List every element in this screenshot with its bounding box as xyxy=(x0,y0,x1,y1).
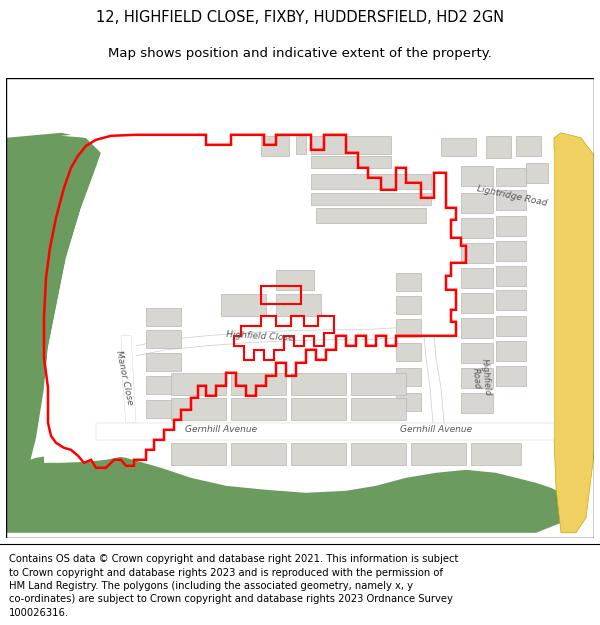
Polygon shape xyxy=(316,208,426,222)
Polygon shape xyxy=(461,166,493,186)
Polygon shape xyxy=(351,372,406,395)
Polygon shape xyxy=(291,442,346,465)
Polygon shape xyxy=(396,393,421,411)
Polygon shape xyxy=(231,398,286,420)
Polygon shape xyxy=(146,352,181,371)
Polygon shape xyxy=(296,136,306,154)
Polygon shape xyxy=(516,136,541,156)
Polygon shape xyxy=(461,368,493,388)
Polygon shape xyxy=(44,132,554,462)
Text: Gernhill Avenue: Gernhill Avenue xyxy=(185,425,257,434)
Polygon shape xyxy=(496,290,526,310)
Polygon shape xyxy=(496,168,526,186)
Polygon shape xyxy=(121,336,136,422)
Polygon shape xyxy=(6,132,101,518)
Polygon shape xyxy=(396,368,421,386)
Polygon shape xyxy=(461,393,493,412)
Text: Lightridge Road: Lightridge Road xyxy=(476,184,548,208)
Polygon shape xyxy=(351,398,406,420)
Polygon shape xyxy=(496,266,526,286)
Polygon shape xyxy=(396,319,421,337)
Polygon shape xyxy=(471,442,521,465)
Polygon shape xyxy=(311,156,391,168)
Polygon shape xyxy=(96,422,554,440)
Polygon shape xyxy=(461,268,493,288)
Polygon shape xyxy=(396,272,421,291)
Polygon shape xyxy=(351,442,406,465)
Polygon shape xyxy=(396,296,421,314)
Polygon shape xyxy=(461,192,493,213)
Text: Contains OS data © Crown copyright and database right 2021. This information is : Contains OS data © Crown copyright and d… xyxy=(9,554,458,564)
Polygon shape xyxy=(486,136,511,158)
Polygon shape xyxy=(171,442,226,465)
Polygon shape xyxy=(526,162,548,182)
Polygon shape xyxy=(396,342,421,361)
Polygon shape xyxy=(554,132,600,532)
Polygon shape xyxy=(291,372,346,395)
Polygon shape xyxy=(276,294,321,316)
Text: HM Land Registry. The polygons (including the associated geometry, namely x, y: HM Land Registry. The polygons (includin… xyxy=(9,581,413,591)
Polygon shape xyxy=(146,376,181,394)
Polygon shape xyxy=(311,174,431,189)
Text: Gernhill Avenue: Gernhill Avenue xyxy=(400,425,472,434)
Polygon shape xyxy=(276,270,314,290)
Polygon shape xyxy=(311,136,391,154)
Polygon shape xyxy=(231,442,286,465)
Polygon shape xyxy=(146,330,181,348)
Text: Manor Close: Manor Close xyxy=(114,349,134,406)
Polygon shape xyxy=(231,372,286,395)
Text: co-ordinates) are subject to Crown copyright and database rights 2023 Ordnance S: co-ordinates) are subject to Crown copyr… xyxy=(9,594,453,604)
Polygon shape xyxy=(411,442,466,465)
Polygon shape xyxy=(291,398,346,420)
Polygon shape xyxy=(221,294,266,316)
Polygon shape xyxy=(461,292,493,312)
Text: 12, HIGHFIELD CLOSE, FIXBY, HUDDERSFIELD, HD2 2GN: 12, HIGHFIELD CLOSE, FIXBY, HUDDERSFIELD… xyxy=(96,11,504,26)
Polygon shape xyxy=(496,190,526,210)
Polygon shape xyxy=(146,400,181,418)
Polygon shape xyxy=(171,372,226,395)
Text: Highfield
Road: Highfield Road xyxy=(470,358,492,398)
Text: Map shows position and indicative extent of the property.: Map shows position and indicative extent… xyxy=(108,48,492,61)
Polygon shape xyxy=(261,136,289,156)
Polygon shape xyxy=(441,138,476,156)
Polygon shape xyxy=(496,366,526,386)
Polygon shape xyxy=(311,192,431,205)
Polygon shape xyxy=(461,217,493,238)
Polygon shape xyxy=(496,241,526,261)
Polygon shape xyxy=(496,316,526,336)
Polygon shape xyxy=(171,398,226,420)
Text: to Crown copyright and database rights 2023 and is reproduced with the permissio: to Crown copyright and database rights 2… xyxy=(9,568,443,578)
Polygon shape xyxy=(461,342,493,362)
Polygon shape xyxy=(461,318,493,338)
Polygon shape xyxy=(496,341,526,361)
Text: Highfield Close: Highfield Close xyxy=(226,329,294,342)
Polygon shape xyxy=(496,216,526,236)
Polygon shape xyxy=(6,452,566,532)
Polygon shape xyxy=(146,308,181,326)
Text: 100026316.: 100026316. xyxy=(9,608,69,618)
Polygon shape xyxy=(461,242,493,262)
